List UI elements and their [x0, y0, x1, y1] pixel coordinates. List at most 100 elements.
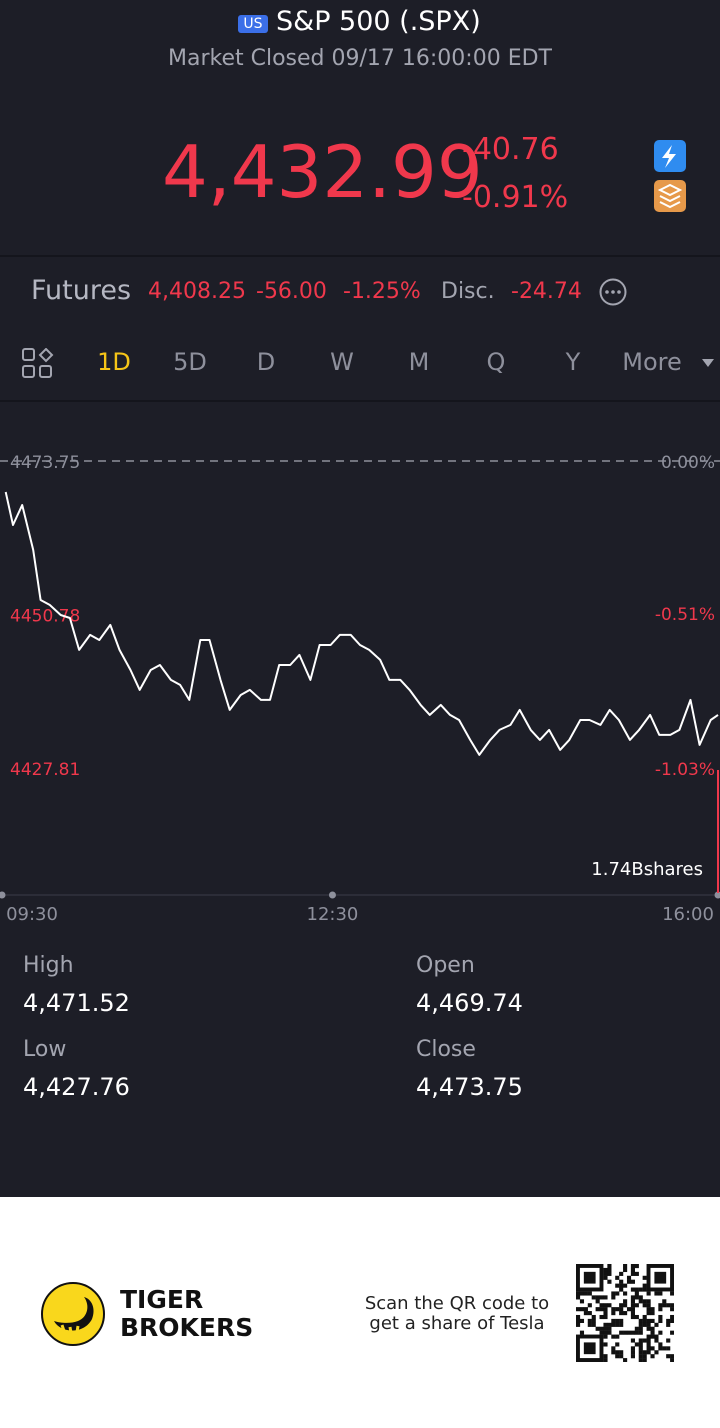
qr-module [670, 1303, 674, 1308]
qr-module [630, 1267, 635, 1273]
layout-icon[interactable] [22, 348, 54, 380]
qr-module [658, 1318, 663, 1323]
y-tick-label: 4450.78 [10, 607, 80, 627]
period-tab[interactable]: More [622, 348, 682, 376]
qr-module [623, 1291, 628, 1296]
qr-module [630, 1346, 635, 1351]
qr-module [634, 1342, 639, 1347]
qr-module [650, 1354, 655, 1359]
period-tab[interactable]: D [256, 348, 276, 376]
stat-value: 4,473.75 [416, 1073, 523, 1101]
period-tab[interactable]: Y [565, 348, 581, 376]
qr-module [630, 1299, 635, 1304]
x-tick-label: 16:00 [662, 904, 714, 925]
app-background [0, 0, 720, 1197]
period-tab[interactable]: M [408, 348, 430, 376]
qr-module [611, 1322, 616, 1327]
qr-module [591, 1314, 596, 1320]
qr-module [654, 1322, 659, 1327]
qr-module [630, 1307, 635, 1312]
qr-module [603, 1267, 608, 1273]
period-tab[interactable]: Q [486, 348, 506, 376]
x-tick-label: 12:30 [307, 904, 359, 925]
qr-module [634, 1271, 639, 1276]
qr-module [576, 1264, 604, 1292]
stat-label: Open [416, 953, 475, 978]
qr-module [630, 1279, 635, 1284]
qr-module [595, 1295, 600, 1300]
price: 4,432.99 [162, 130, 483, 214]
qr-module [599, 1295, 604, 1300]
qr-module [630, 1330, 635, 1335]
qr-module [583, 1311, 588, 1316]
market-badge: US [238, 15, 268, 33]
period-tab[interactable]: 5D [173, 348, 207, 376]
qr-module [607, 1267, 612, 1273]
qr-module [603, 1322, 608, 1327]
qr-module [670, 1307, 674, 1312]
qr-module [615, 1283, 620, 1288]
qr-module [603, 1303, 608, 1308]
qr-module [650, 1311, 655, 1316]
dropdown-arrow[interactable] [700, 356, 716, 370]
qr-module [650, 1326, 655, 1331]
qr-module [619, 1322, 624, 1327]
qr-module [638, 1295, 643, 1300]
x-tick [714, 891, 720, 899]
qr-module [615, 1275, 620, 1280]
qr-module [583, 1342, 596, 1355]
qr-module [603, 1354, 608, 1359]
qr-module [583, 1291, 588, 1296]
qr-module [615, 1334, 620, 1339]
qr-module [630, 1303, 635, 1308]
qr-module [642, 1303, 647, 1308]
qr-module [615, 1291, 620, 1296]
qr-module [638, 1354, 643, 1359]
qr-module [630, 1271, 635, 1276]
qr-module [619, 1283, 624, 1288]
qr-module [658, 1314, 663, 1320]
qr-module [642, 1318, 647, 1323]
qr-module [666, 1338, 671, 1343]
qr-module [623, 1303, 628, 1308]
qr-module [670, 1330, 674, 1335]
qr-module [595, 1307, 600, 1312]
stat-value: 4,471.52 [23, 989, 130, 1017]
qr-module [619, 1330, 624, 1335]
qr-module [642, 1338, 647, 1343]
bolt [662, 145, 676, 168]
qr-module [670, 1354, 674, 1359]
period-tab[interactable]: W [330, 348, 354, 376]
qr-module [646, 1264, 674, 1292]
period-tab[interactable]: 1D [97, 348, 131, 376]
qr-module [599, 1314, 604, 1320]
qr-module [646, 1291, 651, 1296]
quote-icons[interactable] [652, 138, 688, 214]
qr-module [603, 1342, 608, 1347]
qr-module [638, 1338, 643, 1343]
qr-module [646, 1299, 651, 1304]
qr-module [603, 1271, 608, 1276]
qr-module [603, 1330, 608, 1335]
qr-module [603, 1334, 608, 1339]
qr-module [634, 1287, 639, 1292]
volume-label: 1.74Bshares [591, 859, 703, 880]
qr-module [595, 1299, 600, 1304]
stat-value: 4,427.76 [23, 1073, 130, 1101]
qr-module [611, 1311, 616, 1316]
qr-module [607, 1279, 612, 1284]
qr-module [619, 1279, 624, 1284]
futures-change-percent: -1.25% [343, 279, 421, 304]
qr-module [638, 1287, 643, 1292]
stat-value: 4,469.74 [416, 989, 523, 1017]
y2-tick-label: -0.51% [655, 605, 715, 625]
qr-module [599, 1307, 604, 1312]
qr-module [623, 1311, 628, 1316]
qr-code[interactable] [576, 1264, 674, 1362]
qr-module [630, 1314, 635, 1320]
futures-price: 4,408.25 [148, 279, 246, 304]
qr-module [658, 1291, 663, 1296]
more-info-icon[interactable] [598, 277, 628, 307]
qr-module [638, 1318, 643, 1323]
